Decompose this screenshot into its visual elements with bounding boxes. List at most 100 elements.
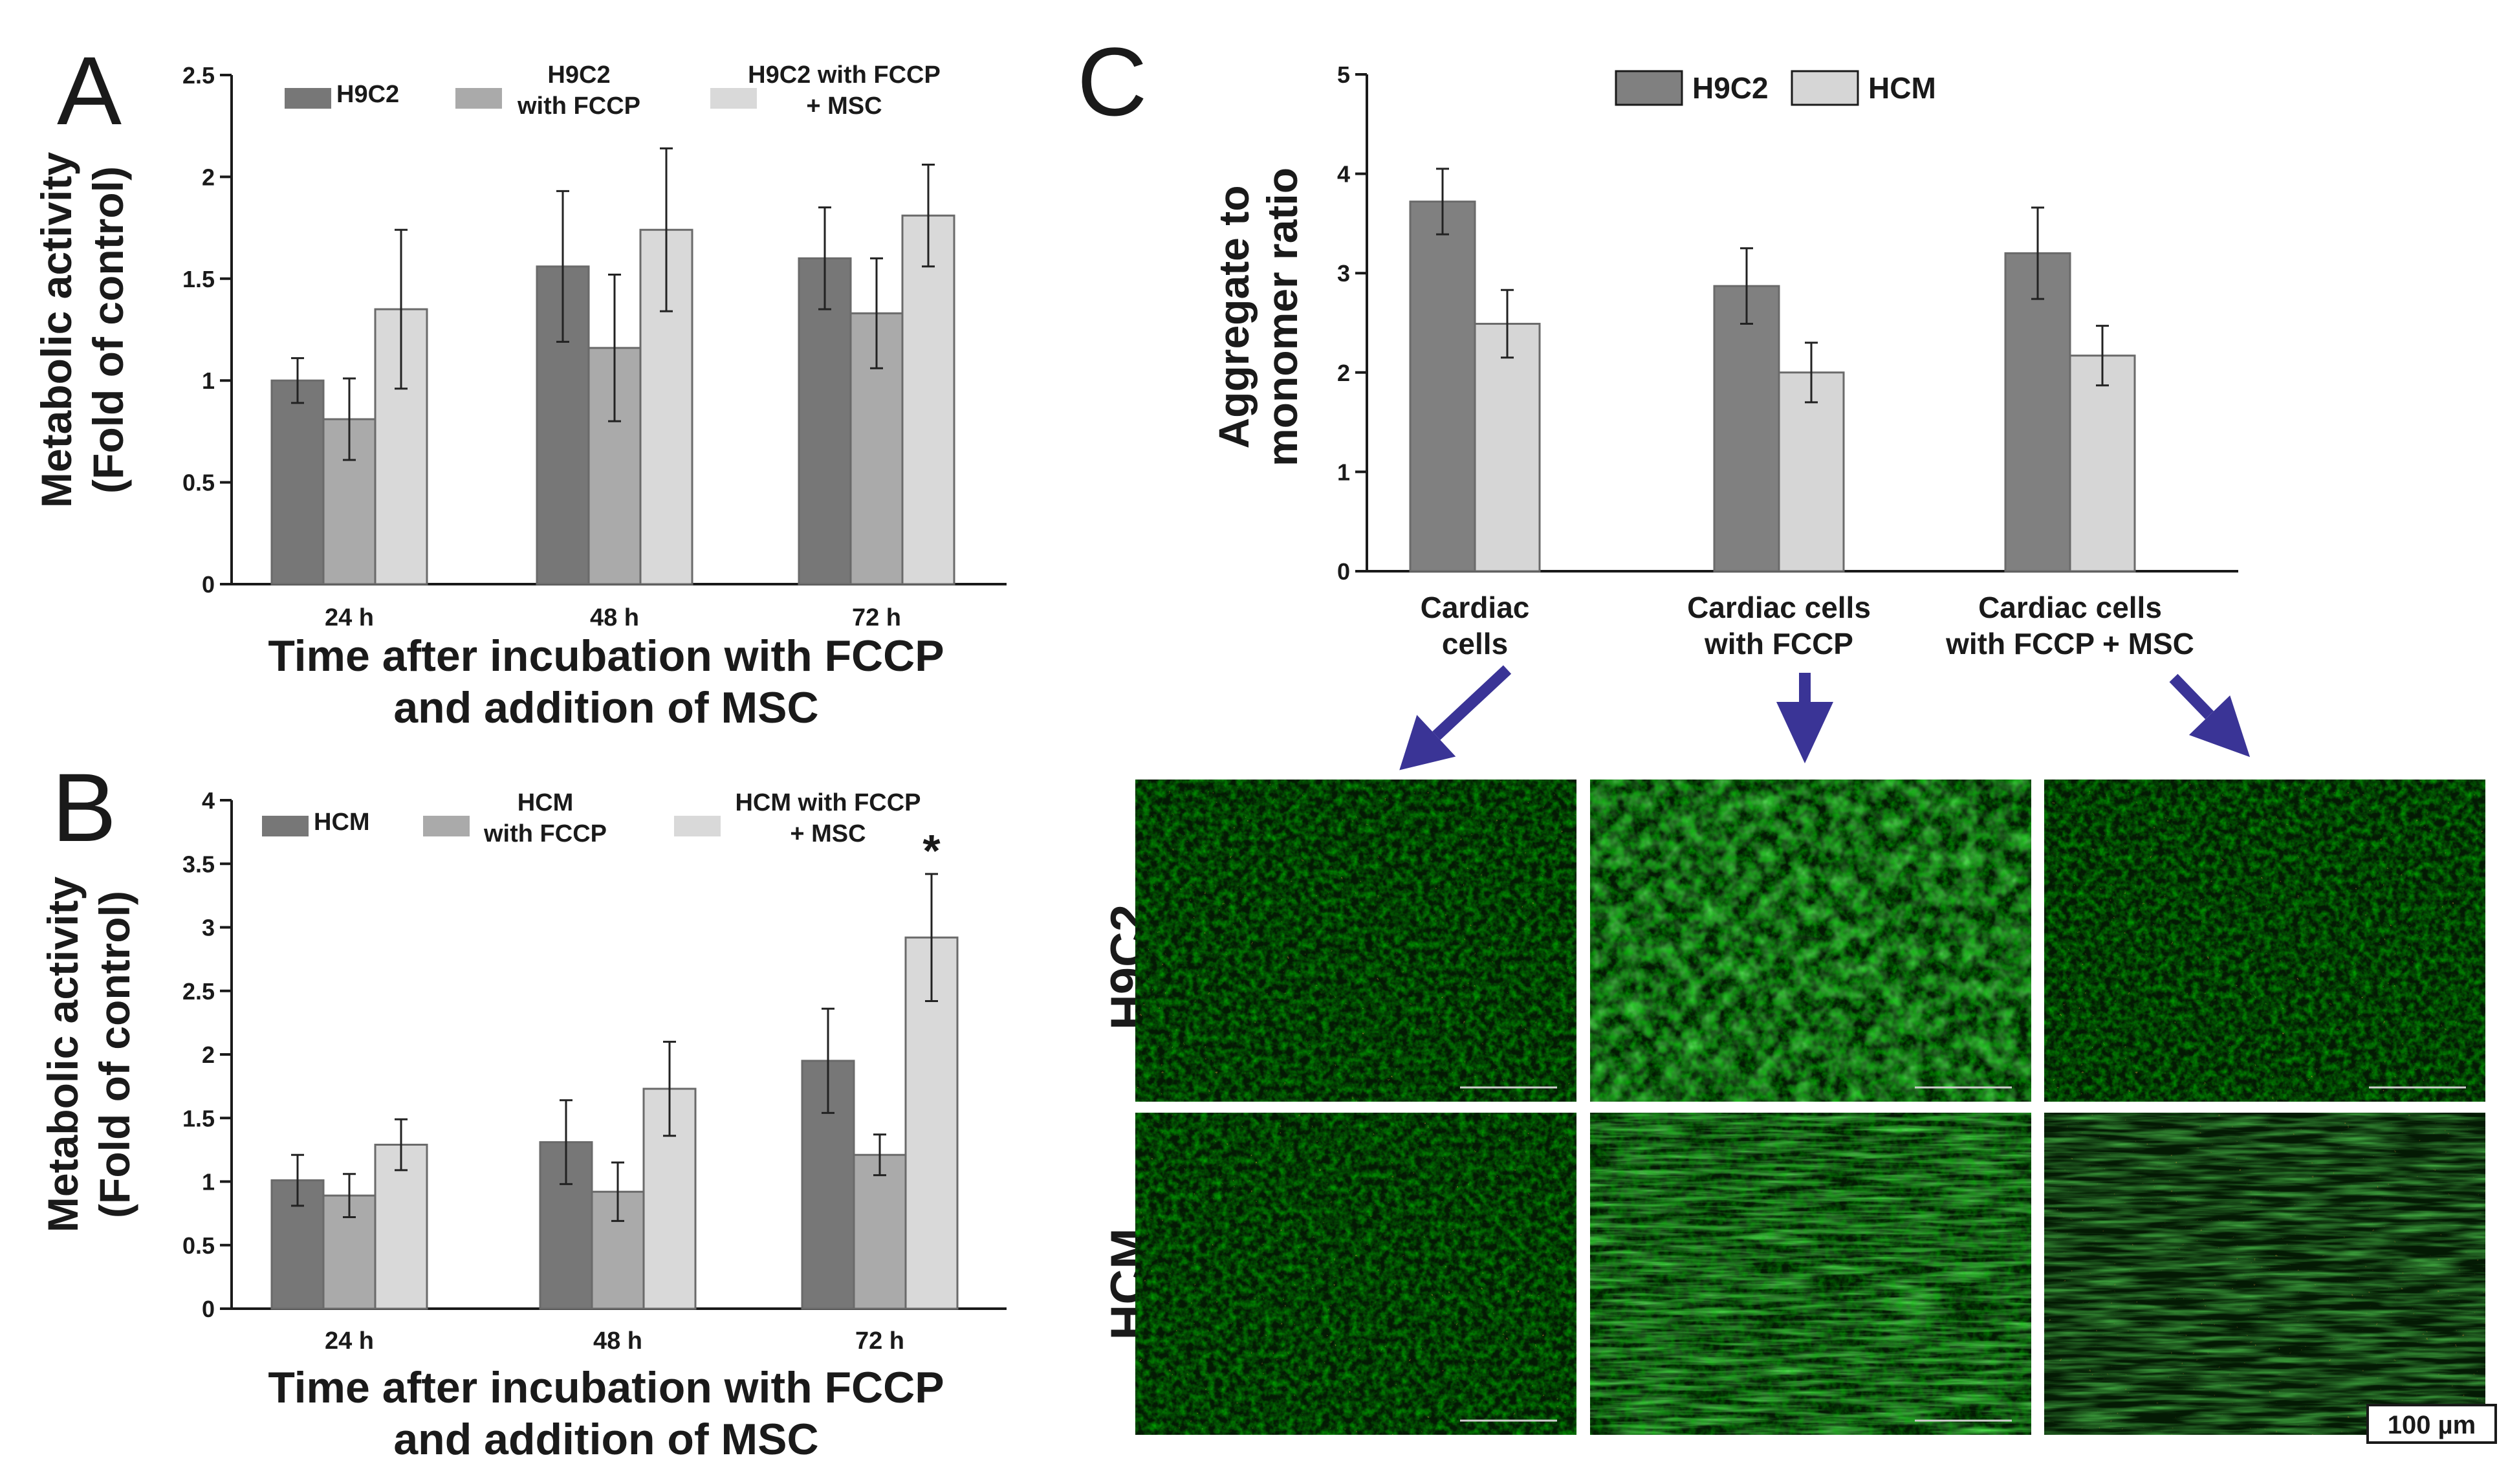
y-tick-label: 2.5 (182, 978, 215, 1005)
arrow-to-col1 (1399, 665, 1512, 770)
y-tick-label: 3.5 (182, 851, 215, 877)
error-bar (343, 1173, 356, 1219)
error-bar (611, 1161, 624, 1222)
legend-item: HCM (1791, 70, 1936, 106)
x-axis-title: Time after incubation with FCCP (268, 1363, 944, 1412)
micrograph-tile (1590, 780, 2031, 1102)
error-bar (873, 1133, 886, 1177)
category-label: 72 h (855, 1327, 904, 1355)
y-tick-label: 5 (1337, 61, 1350, 88)
error-bar (560, 1099, 572, 1185)
legend-label: HCM with FCCP (483, 789, 607, 847)
panel-label-a: A (57, 36, 122, 145)
legend-item: H9C2 (1615, 70, 1769, 106)
y-tick-label: 4 (202, 787, 215, 814)
micrograph-tile (1590, 1113, 2031, 1435)
legend-swatch (285, 88, 331, 109)
error-bar (343, 377, 356, 461)
legend-swatch (423, 816, 470, 836)
bar-b-s2-c3 (853, 1153, 907, 1310)
bar-b-s3-c1 (374, 1144, 428, 1310)
error-bar (1501, 289, 1514, 359)
y-tick-label: 1 (1337, 459, 1350, 485)
legend-swatch (262, 816, 309, 836)
y-tick-label: 4 (1337, 161, 1350, 188)
micrograph-grid: H9C2 HCM 100 µm (1101, 780, 2497, 1444)
category-label: Cardiac cells (1421, 591, 1530, 660)
scale-bar: 100 µm (2366, 1404, 2497, 1444)
legend-item: H9C2 with FCCP + MSC (710, 61, 941, 120)
micrograph-tile (2044, 1113, 2485, 1435)
bar-c-s2-c2 (1778, 371, 1845, 573)
chart-c: 0 1 2 3 4 5 Cardiac cells Cardiac cells with FCCP… (1210, 61, 2238, 660)
y-tick-label: 0 (1337, 558, 1350, 585)
significance-marker: * (922, 825, 941, 876)
bar-c-s1-c2 (1713, 285, 1780, 573)
category-label: 72 h (852, 604, 901, 631)
legend-label: HCM (314, 809, 370, 836)
arrow-to-col2 (1776, 673, 1833, 763)
y-tick-label: 2 (1337, 360, 1350, 386)
error-bar (2031, 206, 2044, 300)
legend-swatch (1791, 70, 1859, 106)
y-tick-label: 2 (202, 164, 215, 190)
y-tick-label: 2 (202, 1042, 215, 1068)
error-bar (922, 164, 935, 268)
micrograph-tile (1135, 1113, 1576, 1435)
bar-a-s1-c1 (270, 379, 325, 585)
error-bar (870, 257, 883, 369)
error-bar (1740, 247, 1753, 325)
y-axis-title: monomer ratio (1258, 168, 1306, 466)
legend-label: H9C2 with FCCP (517, 61, 640, 120)
y-tick-label: 0 (202, 1296, 215, 1322)
y-tick-label: 0 (202, 571, 215, 598)
y-axis-title: Metabolic activity (39, 877, 87, 1232)
arrows (1399, 665, 2251, 770)
error-bar (291, 357, 304, 404)
panel-label-b: B (52, 753, 116, 862)
chart-b: 0 0.5 1 1.5 2 2.5 3 3.5 4 * 24 h 48 h 72 h Time after… (39, 787, 1007, 1464)
y-tick-label: 1 (202, 1169, 215, 1195)
error-bar (291, 1153, 304, 1207)
y-tick-label: 3 (202, 915, 215, 941)
y-axis-title: Metabolic activity (32, 152, 80, 508)
y-axis-title: (Fold of control) (91, 891, 138, 1218)
arrow-to-col3 (2169, 673, 2251, 758)
legend-label: H9C2 (336, 81, 399, 108)
error-bar (822, 1007, 834, 1114)
y-tick-label: 0.5 (182, 1232, 215, 1259)
legend-label: H9C2 with FCCP + MSC (748, 61, 941, 120)
error-bar (818, 206, 831, 311)
error-bar (395, 228, 408, 390)
y-tick-label: 2.5 (182, 62, 215, 89)
category-label: 24 h (325, 604, 374, 631)
bar-a-s2-c3 (849, 312, 904, 585)
legend-swatch (455, 88, 502, 109)
category-label: Cardiac cells with FCCP (1687, 591, 1871, 660)
bar-c-s1-c1 (1409, 201, 1476, 573)
micrograph-tile (1135, 780, 1576, 1102)
legend-swatch (710, 88, 757, 109)
legend-item: H9C2 (285, 81, 399, 109)
error-bar (1805, 342, 1818, 404)
y-axis-title: (Fold of control) (84, 166, 132, 494)
x-axis-title: and addition of MSC (393, 683, 818, 732)
category-label: 48 h (593, 1327, 642, 1355)
legend-item: HCM with FCCP (423, 789, 607, 847)
x-axis-title: Time after incubation with FCCP (268, 631, 944, 681)
legend-swatch (674, 816, 721, 836)
micrograph-tile (2044, 780, 2485, 1102)
y-tick-label: 1.5 (182, 1105, 215, 1131)
scale-bar-label: 100 µm (2388, 1411, 2476, 1439)
x-axis-title: and addition of MSC (393, 1415, 818, 1464)
legend-swatch (1615, 70, 1683, 106)
bar-a-s3-c3 (901, 214, 955, 585)
legend-label: HCM (1868, 71, 1936, 105)
bar-c-s2-c3 (2069, 355, 2136, 573)
y-axis-title: Aggregate to (1210, 185, 1258, 448)
category-label: 24 h (325, 1327, 374, 1355)
category-label: 48 h (590, 604, 639, 631)
error-bar (395, 1118, 408, 1172)
bar-c-s1-c3 (2004, 252, 2071, 573)
